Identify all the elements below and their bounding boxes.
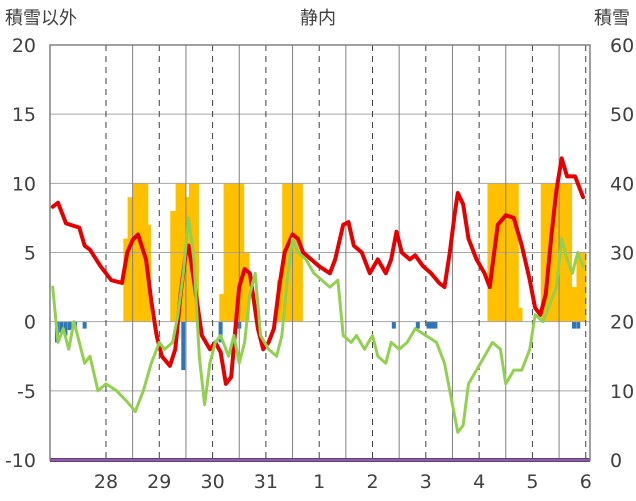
y-tick-label-right: 50	[610, 104, 634, 126]
bar-mark	[181, 321, 186, 371]
x-tick-label: 4	[473, 471, 485, 493]
series-line	[51, 216, 585, 434]
right-axis-title: 積雪	[594, 8, 630, 29]
bar-mark	[276, 280, 287, 322]
bar-mark	[82, 321, 87, 329]
x-tick-label: 31	[254, 471, 278, 493]
bar-mark	[218, 321, 223, 343]
bar-mark	[572, 321, 577, 329]
bar-mark	[512, 307, 523, 322]
y-tick-label-right: 60	[610, 35, 634, 57]
bar-mark	[415, 321, 420, 329]
y-tick-label-left: 10	[12, 173, 36, 195]
x-tick-label: 2	[366, 471, 378, 493]
x-tick-label: 1	[313, 471, 325, 493]
y-tick-label-left: 15	[12, 104, 36, 126]
y-tick-label-left: -5	[17, 381, 36, 403]
x-tick-label: 3	[420, 471, 432, 493]
left-axis-title: 積雪以外	[5, 8, 77, 29]
bar-mark	[430, 321, 435, 329]
x-tick-label: 30	[200, 471, 224, 493]
y-tick-label-left: 0	[24, 312, 36, 334]
y-tick-label-left: 20	[12, 35, 36, 57]
bar-mark	[391, 321, 396, 329]
y-tick-label-right: 0	[610, 450, 622, 472]
x-tick-label: 5	[526, 471, 538, 493]
x-tick-label: 6	[580, 471, 592, 493]
bar-mark	[67, 321, 72, 330]
series-line	[50, 156, 586, 386]
y-tick-label-right: 30	[610, 243, 634, 265]
x-tick-label: 29	[147, 471, 171, 493]
y-tick-label-right: 10	[610, 381, 634, 403]
y-tick-label-right: 20	[610, 312, 634, 334]
bar-mark	[59, 321, 64, 333]
bar-mark	[433, 321, 438, 329]
bar-mark	[570, 287, 581, 322]
plot-frame	[49, 44, 591, 461]
bar-mark	[576, 321, 581, 329]
chart-title: 静内	[300, 8, 336, 29]
bar-mark	[63, 321, 68, 336]
bar-mark	[426, 321, 431, 329]
y-tick-label-right: 40	[610, 173, 634, 195]
x-tick-label: 28	[94, 471, 118, 493]
bar-mark	[239, 252, 250, 322]
bar-mark	[170, 211, 181, 322]
bar-mark	[576, 252, 587, 322]
y-tick-label-left: -10	[5, 450, 36, 472]
y-tick-label-left: 5	[24, 243, 36, 265]
